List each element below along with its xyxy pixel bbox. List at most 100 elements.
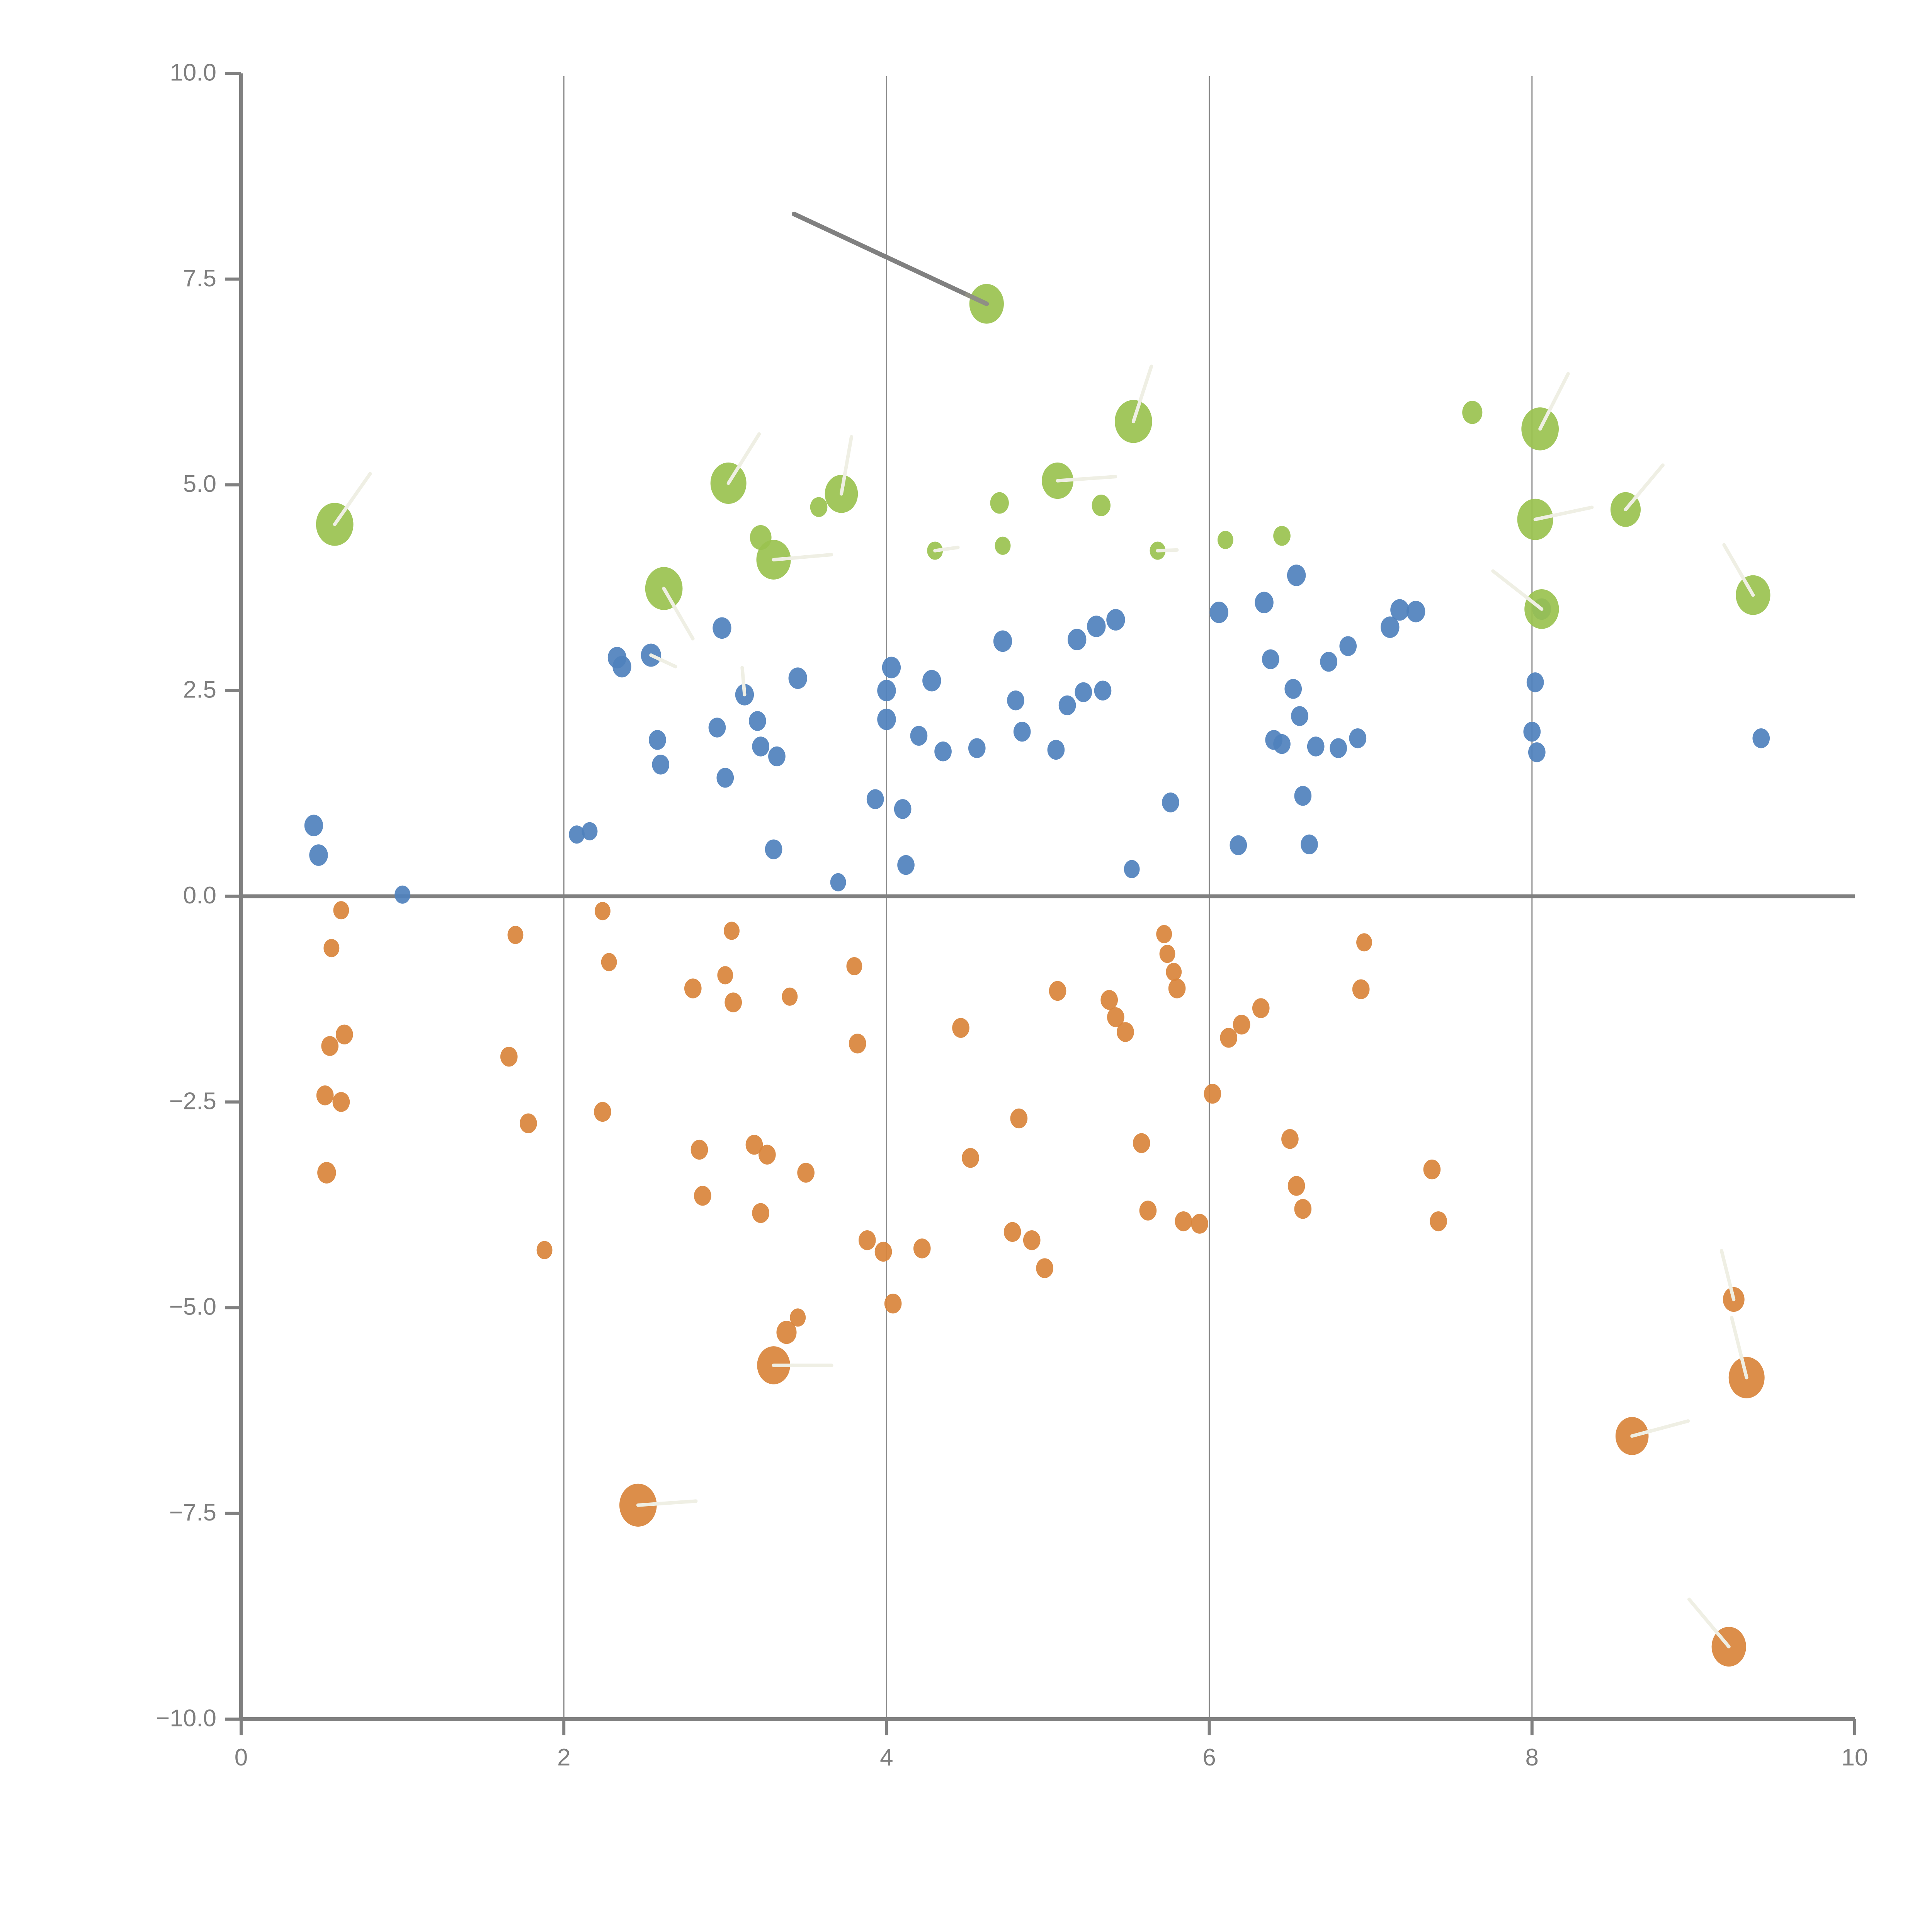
data-point (1526, 672, 1544, 692)
data-point (882, 656, 901, 679)
marker-whisker-inner (1156, 548, 1169, 553)
data-point (1168, 978, 1186, 998)
data-point (1209, 602, 1228, 623)
data-point (1159, 945, 1175, 963)
data-point (1106, 609, 1125, 631)
data-point (724, 922, 740, 940)
data-point (1301, 834, 1318, 855)
data-point (1067, 629, 1087, 650)
data-point (897, 855, 915, 875)
data-point (768, 746, 786, 767)
data-point (1273, 734, 1291, 754)
data-point (1423, 1159, 1441, 1180)
data-point (1010, 1108, 1028, 1129)
marker-whisker-inner (1533, 513, 1559, 521)
data-point (1162, 793, 1179, 813)
data-point (745, 1134, 763, 1155)
data-point (749, 711, 766, 731)
data-point (304, 815, 323, 837)
data-point (1100, 990, 1118, 1010)
data-point (752, 736, 769, 757)
data-point (317, 1162, 336, 1184)
y-tick-label: 2.5 (183, 677, 216, 703)
data-point (1273, 526, 1291, 546)
x-axis-tick-labels: 0 2 4 6 8 10 (235, 1744, 1868, 1771)
data-point (1166, 963, 1182, 981)
data-point (1287, 1176, 1305, 1196)
data-point (759, 1145, 776, 1165)
data-point (601, 953, 617, 971)
marker-whisker-inner (1740, 575, 1755, 597)
data-point (1252, 998, 1270, 1018)
data-point (1462, 401, 1483, 424)
x-tick-label: 8 (1526, 1744, 1539, 1771)
data-point (724, 992, 742, 1012)
data-point (1291, 706, 1308, 726)
data-point (877, 708, 896, 730)
marker-whisker-inner (933, 548, 947, 553)
data-point (1381, 616, 1400, 638)
data-point (1349, 728, 1367, 748)
data-point (1007, 690, 1024, 711)
data-point (934, 742, 952, 762)
x-tick-label: 0 (235, 1744, 248, 1771)
data-point (1307, 736, 1325, 757)
data-point (1406, 600, 1425, 622)
data-point (500, 1047, 518, 1067)
data-point (884, 1293, 902, 1314)
data-point (1390, 599, 1409, 621)
data-point (316, 1085, 334, 1105)
marker-whisker-inner (1131, 398, 1143, 423)
data-point (1092, 495, 1111, 516)
data-point (1255, 592, 1274, 614)
data-point (790, 1308, 806, 1327)
data-point (968, 738, 986, 758)
data-point (1075, 682, 1092, 702)
data-point (1352, 979, 1370, 999)
data-point (1528, 742, 1546, 762)
marker-whisker (791, 211, 989, 306)
data-point (1175, 1211, 1192, 1231)
data-point (395, 885, 411, 904)
data-point (1339, 636, 1357, 656)
data-point (922, 670, 941, 692)
data-point (1094, 680, 1112, 701)
data-point (866, 789, 884, 809)
data-point (652, 755, 670, 775)
data-point (765, 839, 782, 859)
data-point (309, 844, 328, 866)
data-point (846, 957, 862, 976)
tick-marks (225, 72, 1856, 1735)
data-point (1523, 721, 1541, 742)
data-point (321, 1036, 338, 1056)
marker-whisker-inner (1538, 406, 1553, 431)
data-point (594, 1102, 611, 1122)
data-point (1284, 679, 1302, 699)
data-point (877, 680, 896, 701)
data-point (1752, 728, 1770, 748)
data-point (333, 901, 349, 920)
data-point (1294, 786, 1312, 806)
data-point (1049, 981, 1066, 1001)
data-point (1107, 1007, 1124, 1027)
data-point (952, 1018, 969, 1038)
data-point (913, 1238, 931, 1259)
data-point (1013, 721, 1031, 742)
y-tick-label: 0.0 (183, 882, 216, 909)
marker-whisker-inner (965, 292, 989, 306)
data-point (708, 718, 726, 738)
data-point (962, 1148, 979, 1168)
data-point (1047, 740, 1065, 760)
data-point (1139, 1201, 1157, 1221)
data-point (569, 825, 585, 844)
data-point (1320, 651, 1337, 672)
data-point (1058, 695, 1076, 716)
marker-whisker-inner (636, 1502, 663, 1507)
data-point (1330, 738, 1347, 758)
x-tick-label: 10 (1842, 1744, 1868, 1771)
marker-whisker-inner (1739, 1354, 1748, 1379)
data-point (1281, 1129, 1299, 1149)
series-green (316, 211, 1770, 641)
